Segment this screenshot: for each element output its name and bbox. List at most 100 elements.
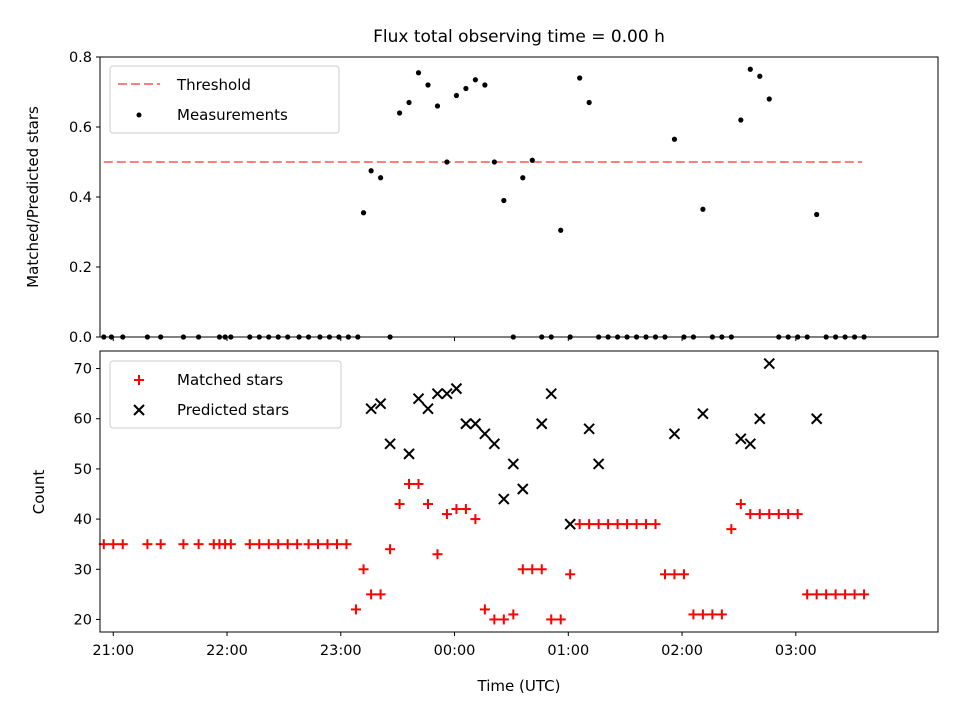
bottom-x-ticks: 21:00 22:00 23:00 00:00 01:00 02:00 03:00 xyxy=(92,632,817,659)
legend-predicted-label: Predicted stars xyxy=(177,401,289,419)
top-legend: Threshold Measurements xyxy=(109,65,340,134)
predicted-star-point xyxy=(441,387,453,400)
x-tick-label: 01:00 xyxy=(547,643,589,659)
predicted-star-point xyxy=(469,418,482,430)
matched-star-point xyxy=(792,509,803,520)
measurement-point xyxy=(482,82,488,88)
predicted-star-point xyxy=(668,428,681,440)
matched-star-point xyxy=(631,519,642,530)
measurement-point xyxy=(757,73,763,79)
measurement-point xyxy=(434,103,441,109)
bottom-y-axis-label: Count xyxy=(30,470,48,515)
matched-star-point xyxy=(441,509,452,520)
predicted-star-point xyxy=(545,387,557,400)
matched-star-point xyxy=(178,539,189,550)
predicted-star-point xyxy=(374,397,387,410)
measurement-point xyxy=(520,175,526,181)
top-y-ticks: 0.0 0.2 0.4 0.6 0.8 xyxy=(69,50,100,346)
bottom-y-tick-label: 50 xyxy=(74,462,92,478)
x-tick-label: 02:00 xyxy=(661,643,703,659)
matched-star-point xyxy=(273,539,284,550)
predicted-star-point xyxy=(697,408,709,420)
matched-star-point xyxy=(754,509,765,520)
matched-star-point xyxy=(375,589,386,600)
matched-star-point xyxy=(716,609,727,620)
matched-star-point xyxy=(331,539,342,550)
matched-star-point xyxy=(313,539,324,550)
matched-star-point xyxy=(641,519,652,530)
predicted-star-point xyxy=(763,357,775,370)
matched-star-point xyxy=(707,609,718,620)
matched-star-point xyxy=(193,539,204,550)
predicted-star-point xyxy=(735,433,747,445)
matched-star-point xyxy=(622,519,633,530)
predicted-star-point xyxy=(583,423,595,435)
matched-star-point xyxy=(764,509,775,520)
top-y-tick-label: 0.6 xyxy=(69,120,92,136)
matched-star-point xyxy=(489,614,500,625)
predicted-star-point xyxy=(536,418,548,430)
x-tick-label: 21:00 xyxy=(92,643,134,659)
x-axis-label: Time (UTC) xyxy=(477,677,561,695)
predicted-star-point xyxy=(365,402,377,415)
measurement-point xyxy=(529,157,535,163)
matched-star-point xyxy=(811,589,822,600)
matched-star-point xyxy=(225,539,236,550)
matched-star-point xyxy=(498,614,509,625)
matched-star-point xyxy=(603,519,614,530)
measurement-point xyxy=(472,77,478,83)
top-y-axis-label: Matched/Predicted stars xyxy=(24,106,42,288)
legend-measurements-label: Measurements xyxy=(177,106,288,124)
matched-star-point xyxy=(244,539,255,550)
top-y-tick-label: 0.8 xyxy=(69,50,92,66)
matched-star-point xyxy=(292,539,303,550)
matched-star-point xyxy=(460,504,471,515)
matched-star-point xyxy=(678,569,689,580)
matched-star-point xyxy=(508,609,519,620)
top-y-tick-label: 0.4 xyxy=(69,190,92,206)
matched-star-point xyxy=(254,539,265,550)
measurement-point xyxy=(671,136,678,142)
matched-star-point xyxy=(783,509,794,520)
matched-star-point xyxy=(659,569,670,580)
measurement-point xyxy=(396,110,403,116)
matched-star-point xyxy=(263,539,274,550)
measurement-point xyxy=(453,92,460,99)
matched-star-point xyxy=(612,519,623,530)
matched-star-point xyxy=(394,499,405,510)
measurement-point xyxy=(700,206,706,212)
measurement-point xyxy=(463,85,469,92)
matched-star-point xyxy=(726,524,737,535)
matched-star-point xyxy=(821,589,832,600)
predicted-star-point xyxy=(450,382,463,395)
measurement-point xyxy=(360,210,367,216)
measurement-point xyxy=(425,82,431,88)
matched-star-point xyxy=(574,519,585,530)
predicted-star-point xyxy=(384,438,396,450)
matched-star-point xyxy=(745,509,756,520)
matched-star-point xyxy=(584,519,595,530)
x-tick-label: 23:00 xyxy=(320,643,362,659)
matched-star-point xyxy=(479,604,490,615)
matched-star-point xyxy=(697,609,708,620)
matched-star-point xyxy=(413,478,424,489)
bottom-y-tick-label: 70 xyxy=(74,362,92,378)
matched-star-point xyxy=(322,539,333,550)
legend-matched-swatch xyxy=(134,375,144,385)
measurement-point xyxy=(377,175,384,181)
measurement-point xyxy=(558,227,564,233)
x-tick-label: 00:00 xyxy=(434,643,476,659)
matched-star-point xyxy=(108,539,119,550)
measurement-point xyxy=(747,66,753,72)
measurement-point xyxy=(406,99,412,106)
x-tick-label: 22:00 xyxy=(206,643,248,659)
matched-star-point xyxy=(802,589,813,600)
measurement-point xyxy=(501,197,507,204)
measurement-point xyxy=(577,75,583,81)
matched-star-point xyxy=(688,609,699,620)
bottom-legend-box xyxy=(109,360,342,429)
matched-star-point xyxy=(536,564,547,575)
matched-star-point xyxy=(517,564,528,575)
legend-matched-label: Matched stars xyxy=(177,371,283,389)
